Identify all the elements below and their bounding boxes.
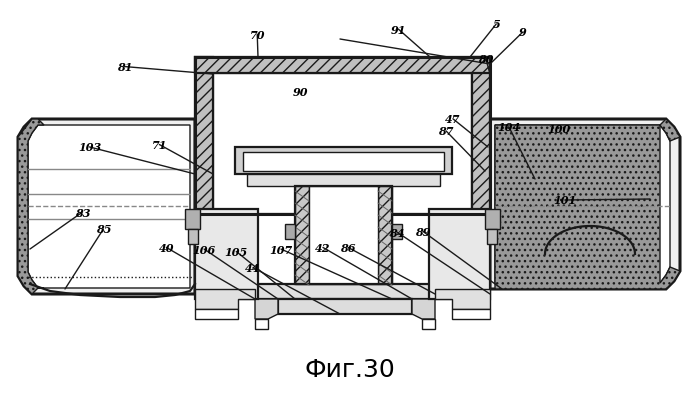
- Text: 87: 87: [438, 126, 454, 137]
- Polygon shape: [243, 153, 444, 172]
- Polygon shape: [412, 299, 435, 319]
- Polygon shape: [378, 186, 392, 284]
- Polygon shape: [18, 120, 195, 294]
- Polygon shape: [188, 229, 198, 244]
- Text: 70: 70: [250, 30, 265, 41]
- Polygon shape: [285, 225, 295, 239]
- Polygon shape: [235, 148, 452, 174]
- Text: 83: 83: [75, 207, 90, 218]
- Text: 86: 86: [340, 242, 356, 253]
- Polygon shape: [295, 186, 309, 284]
- Polygon shape: [392, 225, 402, 239]
- Text: 80: 80: [478, 54, 493, 65]
- Text: 101: 101: [553, 195, 577, 206]
- Text: 81: 81: [117, 62, 132, 73]
- Text: 106: 106: [192, 244, 216, 255]
- Polygon shape: [495, 120, 680, 289]
- Text: 89: 89: [415, 226, 431, 237]
- Polygon shape: [485, 209, 500, 229]
- Polygon shape: [422, 319, 435, 329]
- Polygon shape: [452, 309, 490, 319]
- Polygon shape: [255, 299, 278, 319]
- Text: 103: 103: [78, 142, 101, 153]
- Polygon shape: [185, 209, 200, 229]
- Polygon shape: [255, 319, 268, 329]
- Text: 85: 85: [96, 224, 111, 235]
- Polygon shape: [472, 58, 490, 215]
- Polygon shape: [195, 309, 238, 319]
- Polygon shape: [487, 229, 497, 244]
- Polygon shape: [435, 289, 490, 309]
- Text: 5: 5: [492, 19, 500, 30]
- Text: 107: 107: [269, 244, 293, 255]
- Polygon shape: [195, 209, 258, 299]
- Polygon shape: [247, 174, 440, 186]
- Polygon shape: [429, 209, 490, 299]
- Polygon shape: [309, 186, 378, 284]
- Text: 44: 44: [245, 262, 261, 273]
- Text: 104: 104: [497, 122, 521, 133]
- Polygon shape: [18, 120, 44, 294]
- Polygon shape: [28, 126, 190, 288]
- Polygon shape: [213, 74, 472, 215]
- Text: 9: 9: [519, 27, 527, 38]
- Polygon shape: [195, 58, 490, 74]
- Polygon shape: [195, 58, 213, 215]
- Polygon shape: [490, 120, 680, 289]
- Text: 84: 84: [389, 227, 405, 238]
- Text: Фиг.30: Фиг.30: [304, 357, 395, 381]
- Text: 40: 40: [159, 242, 174, 253]
- Polygon shape: [255, 284, 435, 299]
- Text: 90: 90: [293, 87, 308, 98]
- Text: 42: 42: [315, 242, 331, 253]
- Text: 71: 71: [152, 140, 167, 151]
- Text: 47: 47: [445, 114, 461, 125]
- Polygon shape: [495, 126, 670, 283]
- Polygon shape: [195, 289, 255, 309]
- Text: 100: 100: [547, 124, 571, 135]
- Text: 91: 91: [391, 24, 406, 36]
- Polygon shape: [278, 299, 412, 314]
- Text: 105: 105: [224, 246, 248, 257]
